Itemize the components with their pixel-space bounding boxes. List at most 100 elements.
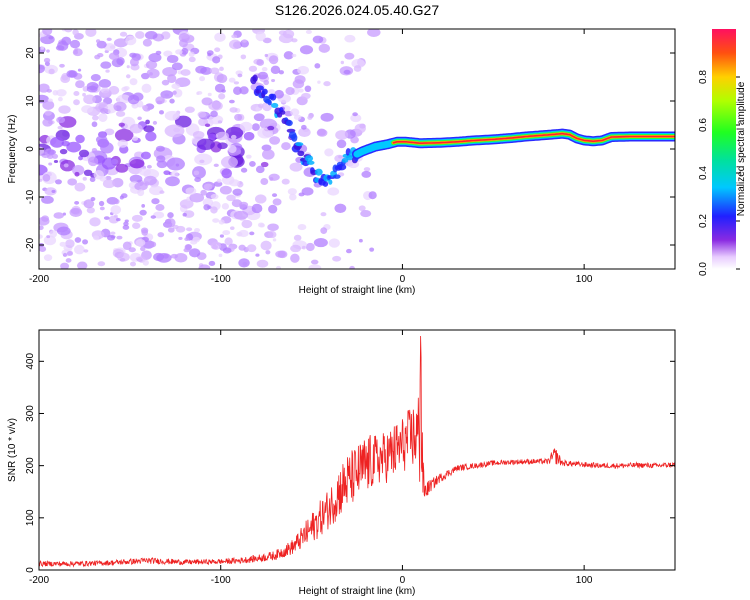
spectrogram-noise-blob — [323, 81, 331, 87]
spectrogram-noise-blob — [237, 73, 243, 78]
spectrogram-noise-blob — [193, 170, 200, 176]
spectrogram-noise-blob — [256, 259, 269, 268]
spectrogram-noise-blob — [265, 250, 271, 255]
spectrogram-noise-blob — [39, 64, 45, 74]
spectrogram-noise-blob — [116, 94, 131, 104]
spectrogram-noise-blob — [141, 229, 149, 236]
spectrogram-noise-blob — [57, 125, 63, 130]
spectrogram-noise-blob — [196, 138, 215, 151]
spectrogram-noise-blob — [46, 49, 50, 53]
spectrogram-noise-blob — [83, 169, 93, 177]
spectrogram-noise-blob — [274, 89, 284, 99]
spectrogram-ridge-blob — [315, 168, 323, 176]
spectrogram-noise-blob — [188, 56, 196, 63]
spectrogram-noise-blob — [335, 130, 349, 140]
snr-series-line — [39, 335, 675, 568]
spectrogram-noise-blob — [210, 193, 219, 200]
spectrogram-noise-blob — [98, 113, 108, 122]
spectrogram-noise-blob — [110, 235, 116, 239]
spectrogram-noise-blob — [240, 167, 248, 173]
spectrogram-noise-blob — [255, 253, 260, 257]
spectrogram-noise-blob — [94, 106, 99, 110]
spectrogram-noise-blob — [346, 248, 352, 254]
spectrogram-noise-blob — [207, 205, 212, 209]
spectrogram-noise-blob — [139, 209, 147, 216]
spectrogram-noise-blob — [261, 149, 275, 160]
spectrogram-noise-blob — [352, 112, 358, 117]
spectrogram-noise-blob — [116, 57, 125, 66]
spectrogram-ridge-blob — [280, 110, 286, 115]
spectrogram-ridge-blob — [306, 160, 315, 165]
spectrogram-noise-blob — [179, 199, 194, 209]
spectrogram-noise-blob — [145, 60, 158, 70]
spectrogram-noise-blob — [239, 121, 253, 132]
spectrogram-noise-blob — [175, 225, 186, 233]
spectrogram-noise-blob — [217, 142, 228, 150]
colorbar-ticks: 0.0 0.2 0.4 0.6 0.8 — [698, 70, 740, 276]
spectrogram-noise-blob — [41, 215, 49, 222]
spectrogram-noise-blob — [268, 204, 278, 214]
spectrogram-noise-blob — [344, 52, 355, 60]
spectrogram-noise-blob — [231, 34, 238, 39]
spectrogram-noise-blob — [268, 55, 279, 65]
spectrogram-noise-blob — [137, 116, 142, 121]
spectrogram-noise-blob — [90, 196, 96, 202]
spectrogram-noise-blob — [167, 74, 177, 84]
spectrogram-noise-blob — [129, 123, 143, 134]
spectrogram-noise-blob — [292, 79, 305, 89]
spectrogram-noise-blob — [271, 193, 278, 198]
spectrogram-noise-blob — [260, 161, 269, 168]
spectrogram-noise-blob — [97, 261, 106, 267]
spectrogram-noise-blob — [245, 154, 252, 159]
spectrogram-noise-blob — [56, 226, 71, 236]
spectrogram-noise-blob — [110, 231, 116, 235]
spectrogram-noise-blob — [230, 226, 235, 230]
spectrogram-noise-blob — [234, 113, 243, 121]
colorbar-tick-label: 0.6 — [698, 118, 709, 132]
spectrogram-noise-blob — [83, 249, 89, 253]
spectrogram-noise-blob — [301, 245, 306, 250]
spectrogram-x-tick-label: 100 — [576, 274, 593, 285]
snr-y-tick-label: 0 — [25, 567, 36, 573]
spectrogram-noise-blob — [132, 222, 141, 230]
spectrogram-noise-blob — [276, 265, 281, 269]
spectrogram-noise-blob — [218, 253, 223, 258]
spectrogram-noise-blob — [239, 86, 249, 95]
spectrogram-noise-blob — [161, 79, 170, 86]
spectrogram-noise-blob — [320, 212, 327, 217]
spectrogram-y-tick-label: -10 — [25, 189, 36, 204]
spectrogram-ridge-blob — [297, 150, 305, 157]
spectrogram-noise-blob — [123, 221, 129, 226]
spectrogram-noise-blob — [117, 252, 130, 262]
spectrogram-noise-blob — [74, 200, 80, 205]
spectrogram-noise-blob — [46, 235, 51, 239]
spectrogram-noise-blob — [73, 99, 80, 106]
spectrogram-noise-blob — [221, 89, 226, 93]
spectrogram-noise-blob — [368, 191, 377, 200]
spectrogram-noise-blob — [98, 79, 112, 88]
spectrogram-noise-blob — [350, 114, 362, 123]
spectrogram-noise-blob — [53, 212, 64, 219]
spectrogram-noise-blob — [89, 217, 101, 227]
spectrogram-noise-blob — [298, 88, 304, 93]
spectrogram-noise-blob — [113, 214, 118, 218]
spectrogram-noise-blob — [119, 195, 124, 200]
spectrogram-noise-blob — [175, 115, 192, 128]
spectrogram-noise-blob — [351, 58, 365, 69]
spectrogram-noise-blob — [75, 134, 85, 144]
spectrogram-noise-blob — [129, 158, 145, 169]
spectrogram-noise-blob — [285, 87, 295, 96]
spectrogram-noise-blob — [167, 227, 175, 233]
spectrogram-noise-blob — [313, 238, 328, 248]
spectrogram-noise-blob — [181, 47, 189, 55]
spectrogram-noise-blob — [151, 198, 160, 205]
spectrogram-noise-blob — [232, 188, 243, 196]
spectrogram-noise-blob — [165, 176, 180, 187]
spectrogram-noise-blob — [67, 178, 78, 186]
spectrogram-noise-blob — [142, 259, 149, 266]
spectrogram-noise-blob — [249, 231, 255, 236]
snr-panel: -200 -100 0 100 0 100 200 300 400 Height of str… — [7, 329, 676, 597]
spectrogram-noise-blob — [226, 194, 236, 202]
spectrogram-noise-blob — [95, 135, 108, 144]
spectrogram-noise-blob — [56, 89, 67, 97]
